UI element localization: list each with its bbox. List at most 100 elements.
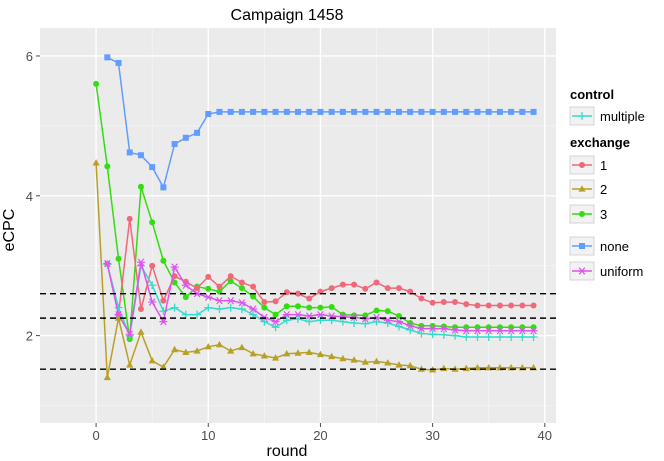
data-point-multiple bbox=[428, 330, 437, 339]
data-point-multiple bbox=[417, 329, 426, 338]
data-point-exchange-2 bbox=[249, 349, 257, 357]
data-point-multiple bbox=[507, 333, 516, 342]
data-point-uniform bbox=[148, 298, 157, 306]
data-point-exchange-1 bbox=[160, 297, 167, 304]
data-point-exchange-1 bbox=[440, 299, 447, 306]
data-point-exchange-1 bbox=[519, 302, 526, 309]
data-point-exchange-3 bbox=[474, 324, 481, 331]
data-point-none bbox=[149, 164, 156, 171]
data-point-none bbox=[395, 108, 402, 115]
data-point-multiple bbox=[114, 303, 123, 312]
data-point-none bbox=[407, 108, 414, 115]
data-point-multiple bbox=[338, 317, 347, 326]
legend-key-exchange-3 bbox=[569, 204, 595, 224]
legend: control multiple exchange 1 2 3 none uniform bbox=[569, 87, 645, 281]
data-point-none bbox=[295, 108, 301, 115]
data-point-multiple bbox=[439, 330, 448, 339]
data-point-multiple bbox=[271, 323, 280, 332]
data-point-exchange-1 bbox=[530, 302, 537, 309]
data-point-multiple bbox=[361, 319, 370, 328]
data-point-none bbox=[126, 149, 133, 156]
data-point-exchange-2 bbox=[372, 357, 381, 365]
legend-label-exchange-1: 1 bbox=[600, 158, 607, 173]
data-point-exchange-1 bbox=[283, 289, 290, 296]
data-point-exchange-1 bbox=[373, 279, 380, 286]
data-point-none bbox=[496, 108, 503, 115]
data-point-multiple bbox=[406, 326, 415, 335]
x-tick-label: 0 bbox=[92, 428, 99, 443]
data-point-none bbox=[160, 184, 167, 191]
data-point-exchange-1 bbox=[216, 283, 223, 290]
data-point-exchange-2 bbox=[204, 342, 212, 350]
x-axis-title: round bbox=[267, 443, 308, 460]
legend-key-marker bbox=[578, 185, 586, 192]
data-point-none bbox=[272, 108, 279, 115]
data-point-none bbox=[362, 108, 369, 115]
data-point-exchange-1 bbox=[474, 302, 481, 309]
data-point-uniform bbox=[507, 327, 516, 335]
data-point-none bbox=[115, 59, 122, 66]
data-point-multiple bbox=[451, 331, 460, 340]
data-point-exchange-3 bbox=[93, 80, 100, 87]
data-point-uniform bbox=[170, 263, 179, 271]
data-point-uniform bbox=[125, 330, 134, 338]
data-point-multiple bbox=[204, 303, 213, 312]
data-point-exchange-3 bbox=[182, 294, 189, 301]
data-point-exchange-2 bbox=[328, 352, 336, 360]
data-point-uniform bbox=[237, 299, 246, 307]
legend-label-exchange-2: 2 bbox=[600, 182, 607, 197]
data-point-exchange-2 bbox=[316, 350, 325, 358]
data-point-exchange-3 bbox=[328, 303, 335, 310]
data-point-exchange-3 bbox=[160, 257, 167, 264]
data-point-none bbox=[485, 108, 492, 115]
data-point-exchange-3 bbox=[104, 163, 111, 170]
data-point-exchange-1 bbox=[395, 285, 402, 292]
data-point-uniform bbox=[394, 317, 403, 326]
data-point-exchange-1 bbox=[384, 285, 391, 292]
data-point-multiple bbox=[518, 333, 527, 342]
data-point-uniform bbox=[439, 324, 448, 333]
data-point-exchange-1 bbox=[149, 262, 156, 269]
data-point-none bbox=[216, 108, 223, 115]
data-point-exchange-1 bbox=[328, 285, 335, 292]
data-point-none bbox=[328, 108, 335, 115]
data-point-exchange-1 bbox=[485, 302, 492, 309]
data-point-exchange-1 bbox=[250, 283, 257, 290]
data-point-uniform bbox=[271, 317, 280, 326]
data-point-uniform bbox=[103, 259, 112, 268]
data-point-none bbox=[508, 108, 515, 115]
legend-title: exchange bbox=[570, 135, 630, 150]
data-point-exchange-3 bbox=[238, 285, 245, 292]
data-point-exchange-1 bbox=[508, 302, 515, 309]
data-point-exchange-1 bbox=[261, 299, 268, 306]
data-point-uniform bbox=[181, 281, 190, 289]
data-point-none bbox=[474, 108, 481, 115]
data-point-multiple bbox=[237, 305, 246, 314]
data-point-none bbox=[317, 108, 324, 115]
data-point-none bbox=[519, 108, 526, 115]
data-point-exchange-1 bbox=[227, 273, 234, 280]
data-point-none bbox=[205, 110, 212, 117]
legend-key-marker bbox=[579, 162, 585, 168]
legend-key-uniform bbox=[569, 261, 595, 281]
legend-label-uniform: uniform bbox=[600, 264, 643, 279]
data-point-multiple bbox=[226, 303, 235, 312]
data-point-exchange-2 bbox=[361, 358, 369, 365]
data-point-exchange-2 bbox=[126, 361, 134, 368]
data-point-exchange-3 bbox=[530, 324, 537, 331]
data-point-none bbox=[530, 108, 537, 115]
series-exchange-3 bbox=[93, 80, 537, 343]
data-point-multiple bbox=[350, 319, 359, 328]
data-point-exchange-2 bbox=[171, 345, 179, 353]
legend-key-marker bbox=[578, 267, 586, 275]
data-point-exchange-3 bbox=[283, 303, 290, 310]
plot-background bbox=[40, 28, 556, 423]
data-point-uniform bbox=[529, 327, 538, 335]
legend-title: control bbox=[570, 87, 614, 102]
data-point-none bbox=[452, 108, 459, 115]
data-point-multiple bbox=[372, 317, 381, 326]
data-point-exchange-2 bbox=[103, 373, 111, 381]
data-point-none bbox=[339, 108, 346, 115]
data-point-uniform bbox=[204, 293, 213, 301]
data-point-multiple bbox=[249, 310, 258, 319]
